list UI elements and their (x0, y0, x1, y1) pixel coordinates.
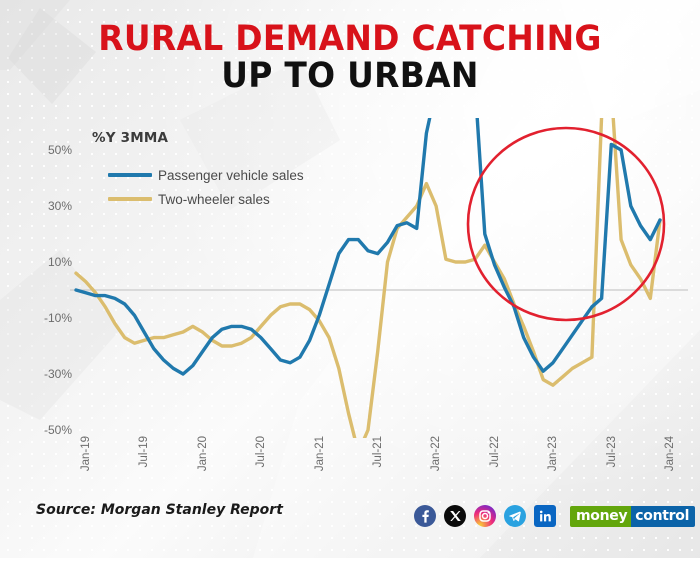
series-line-passenger-vehicle-sales (74, 118, 662, 376)
x-axis-tick-label: Jul-19 (138, 436, 151, 468)
y-axis-tick-label: -30% (43, 367, 72, 381)
facebook-icon[interactable] (414, 505, 436, 527)
telegram-icon[interactable] (504, 505, 526, 527)
y-axis-labels: 50% 30% 10% -10% -30% -50% (20, 118, 72, 438)
x-axis-tick-label: Jan-24 (664, 436, 676, 472)
title-line-1: RURAL DEMAND CATCHING (98, 19, 602, 59)
legend-swatch-passenger-vehicle-sales (108, 173, 152, 177)
legend-item-passenger-vehicle-sales: Passenger vehicle sales (108, 163, 304, 187)
source-note: Source: Morgan Stanley Report (36, 502, 283, 518)
linkedin-icon[interactable] (534, 505, 556, 527)
x-axis-tick-label: Jan-20 (196, 436, 209, 472)
y-axis-tick-label: -50% (43, 423, 72, 437)
highlight-circle (466, 126, 666, 322)
x-axis-tick-label: Jan-21 (313, 436, 326, 472)
y-axis-tick-label: 10% (47, 255, 72, 269)
legend-label-passenger-vehicle-sales: Passenger vehicle sales (158, 167, 304, 183)
chart-unit-label: %Y 3MMA (92, 130, 169, 146)
y-axis-tick-label: 30% (47, 199, 72, 213)
x-axis-tick-label: Jul-20 (255, 436, 268, 468)
logo-text-money: money (570, 505, 632, 527)
x-axis-tick-label: Jul-22 (488, 436, 501, 468)
x-axis-tick-label: Jan-22 (430, 436, 443, 472)
bottom-white-bar (0, 558, 700, 568)
social-links-bar[interactable]: money control (414, 505, 696, 527)
line-chart-plot (70, 118, 688, 438)
legend-label-two-wheeler-sales: Two-wheeler sales (158, 191, 270, 207)
y-axis-tick-label: -10% (43, 311, 72, 325)
x-axis-labels: Jan-19 Jul-19 Jan-20 Jul-20 Jan-21 Jul-21 Jan-… (0, 436, 700, 492)
page-title: RURAL DEMAND CATCHING UP TO URBAN (0, 19, 700, 96)
title-line-2: UP TO URBAN (221, 55, 479, 96)
x-axis-tick-label: Jul-21 (372, 436, 384, 468)
logo-text-control: control (631, 505, 696, 527)
instagram-icon[interactable] (474, 505, 496, 527)
x-axis-tick-label: Jan-19 (80, 436, 92, 472)
x-axis-tick-label: Jan-23 (547, 436, 560, 472)
moneycontrol-logo[interactable]: money control (570, 505, 696, 527)
legend-swatch-two-wheeler-sales (108, 197, 152, 201)
chart-legend: Passenger vehicle sales Two-wheeler sale… (108, 163, 304, 211)
series-line-two-wheeler-sales (74, 118, 662, 438)
legend-item-two-wheeler-sales: Two-wheeler sales (108, 187, 304, 211)
x-twitter-icon[interactable] (444, 505, 466, 527)
y-axis-tick-label: 50% (47, 143, 72, 157)
x-axis-tick-label: Jul-23 (605, 436, 618, 468)
